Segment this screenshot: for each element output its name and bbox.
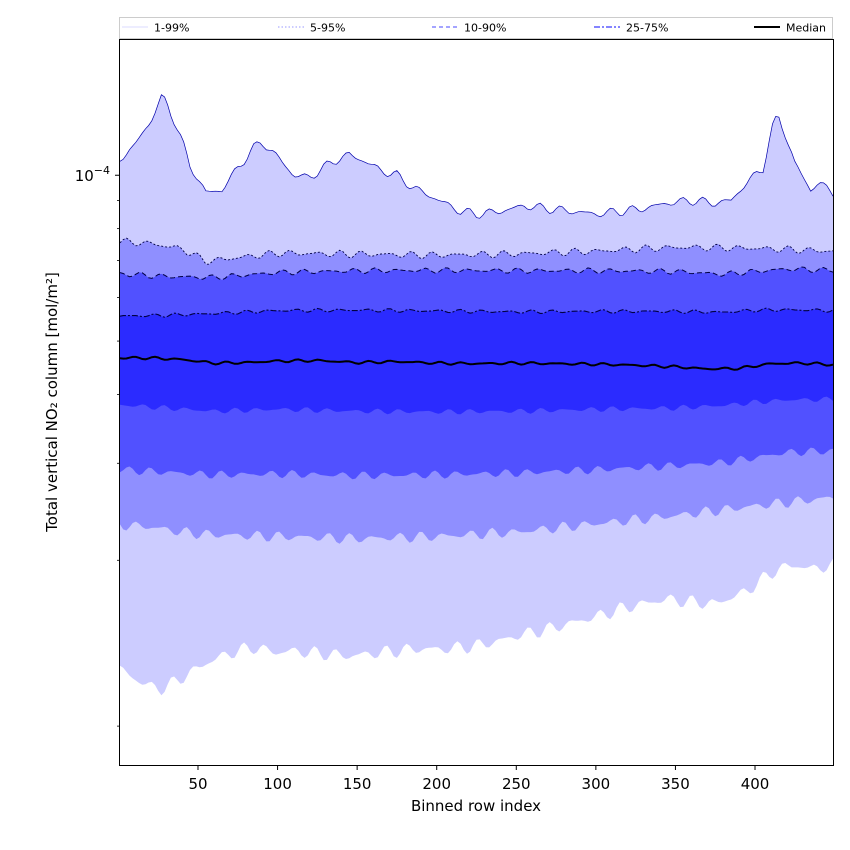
legend: 1-99% 5-95% 10-90% 25-75% Median — [119, 17, 833, 39]
x-axis-title: Binned row index — [411, 797, 541, 815]
x-tick-label: 150 — [343, 775, 372, 793]
legend-label-5-95-: 5-95% — [310, 22, 345, 35]
x-tick-label: 100 — [263, 775, 292, 793]
x-tick-label: 300 — [582, 775, 611, 793]
x-tick-label: 400 — [741, 775, 770, 793]
legend-label-median: Median — [786, 22, 826, 35]
bands-group — [120, 94, 833, 696]
x-tick-label: 250 — [502, 775, 531, 793]
legend-box — [119, 17, 833, 39]
x-axis: 50 100 150 200 250 300 350 400 — [188, 765, 769, 793]
y-tick-label: 10−4 — [75, 164, 110, 185]
legend-label-10-90-: 10-90% — [464, 22, 506, 35]
y-axis-title: Total vertical NO₂ column [mol/m²] — [43, 272, 61, 533]
x-tick-label: 200 — [422, 775, 451, 793]
median-line — [120, 355, 833, 371]
x-tick-label: 350 — [661, 775, 690, 793]
band-upper-edge-1-99- — [120, 94, 833, 219]
band-25-75- — [120, 308, 833, 415]
y-axis: 10−4 — [75, 164, 120, 727]
legend-label-1-99-: 1-99% — [154, 22, 189, 35]
band-upper-edge-10-90- — [120, 266, 833, 281]
legend-label-25-75-: 25-75% — [626, 22, 668, 35]
plot-area — [120, 94, 833, 696]
x-tick-label: 50 — [188, 775, 207, 793]
plot-frame — [119, 39, 834, 766]
band-upper-edge-25-75- — [120, 307, 833, 318]
